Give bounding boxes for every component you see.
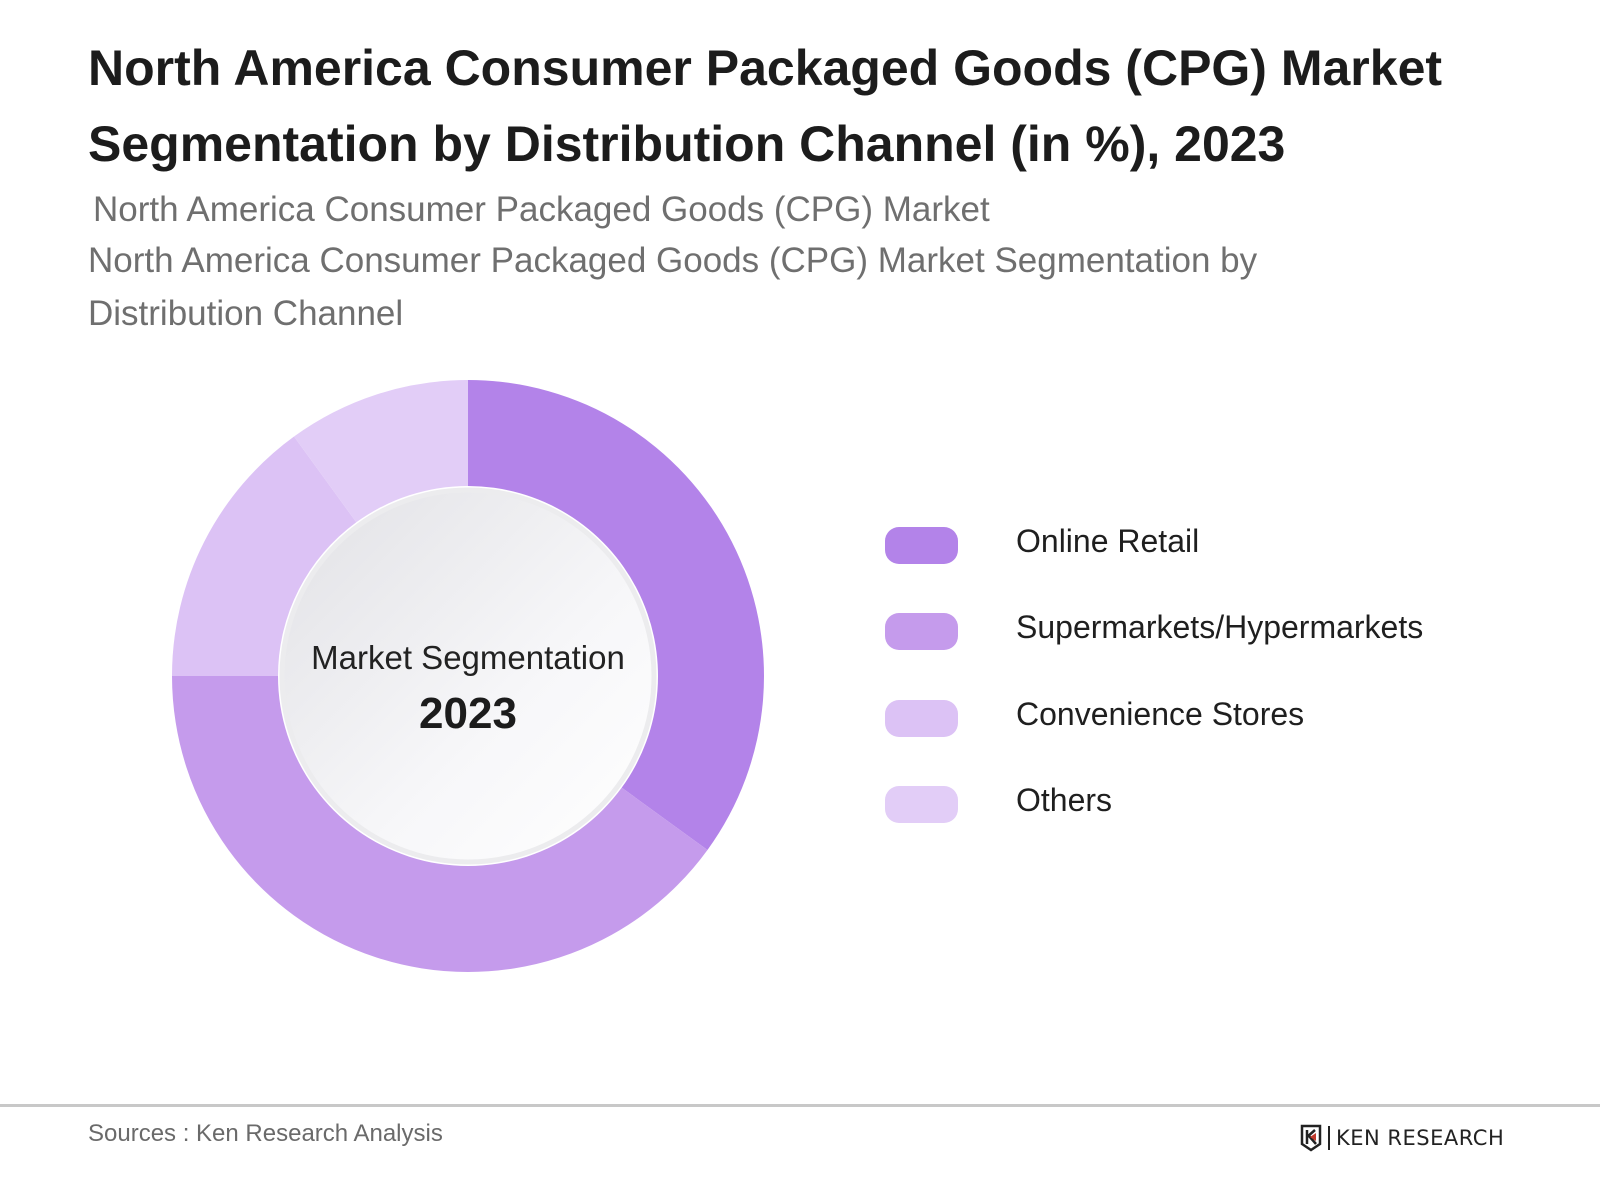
- donut-chart: Market Segmentation 2023: [172, 380, 765, 973]
- chart-subtitle-2: North America Consumer Packaged Goods (C…: [88, 241, 1258, 333]
- legend-label: Supermarkets/Hypermarkets: [1016, 609, 1424, 645]
- center-label: Market Segmentation: [311, 639, 625, 676]
- donut-slice-others: [294, 380, 468, 523]
- logo-text: KEN RESEARCH: [1336, 1126, 1505, 1150]
- chart-subtitle-1: North America Consumer Packaged Goods (C…: [93, 190, 990, 229]
- legend-label: Others: [1016, 782, 1113, 818]
- legend-swatch: [885, 527, 958, 564]
- donut-slice-supermarkets-hypermarkets: [172, 676, 708, 973]
- chart-title: North America Consumer Packaged Goods (C…: [88, 40, 1443, 172]
- ken-research-logo: KEN RESEARCH: [1300, 1124, 1504, 1152]
- legend-label: Online Retail: [1016, 523, 1200, 559]
- donut-center-disc: [279, 487, 657, 865]
- ken-research-shield-icon: [1300, 1124, 1322, 1152]
- legend-swatch: [885, 700, 958, 737]
- donut-slice-online-retail: [468, 380, 765, 850]
- donut-slice-convenience-stores: [172, 436, 357, 676]
- legend-swatch: [885, 786, 958, 823]
- center-value: 2023: [419, 689, 517, 738]
- logo-divider: [1328, 1126, 1330, 1150]
- footer-divider: [0, 1104, 1600, 1107]
- legend-label: Convenience Stores: [1016, 696, 1305, 732]
- sources-note: Sources : Ken Research Analysis: [88, 1120, 443, 1147]
- legend-swatch: [885, 613, 958, 650]
